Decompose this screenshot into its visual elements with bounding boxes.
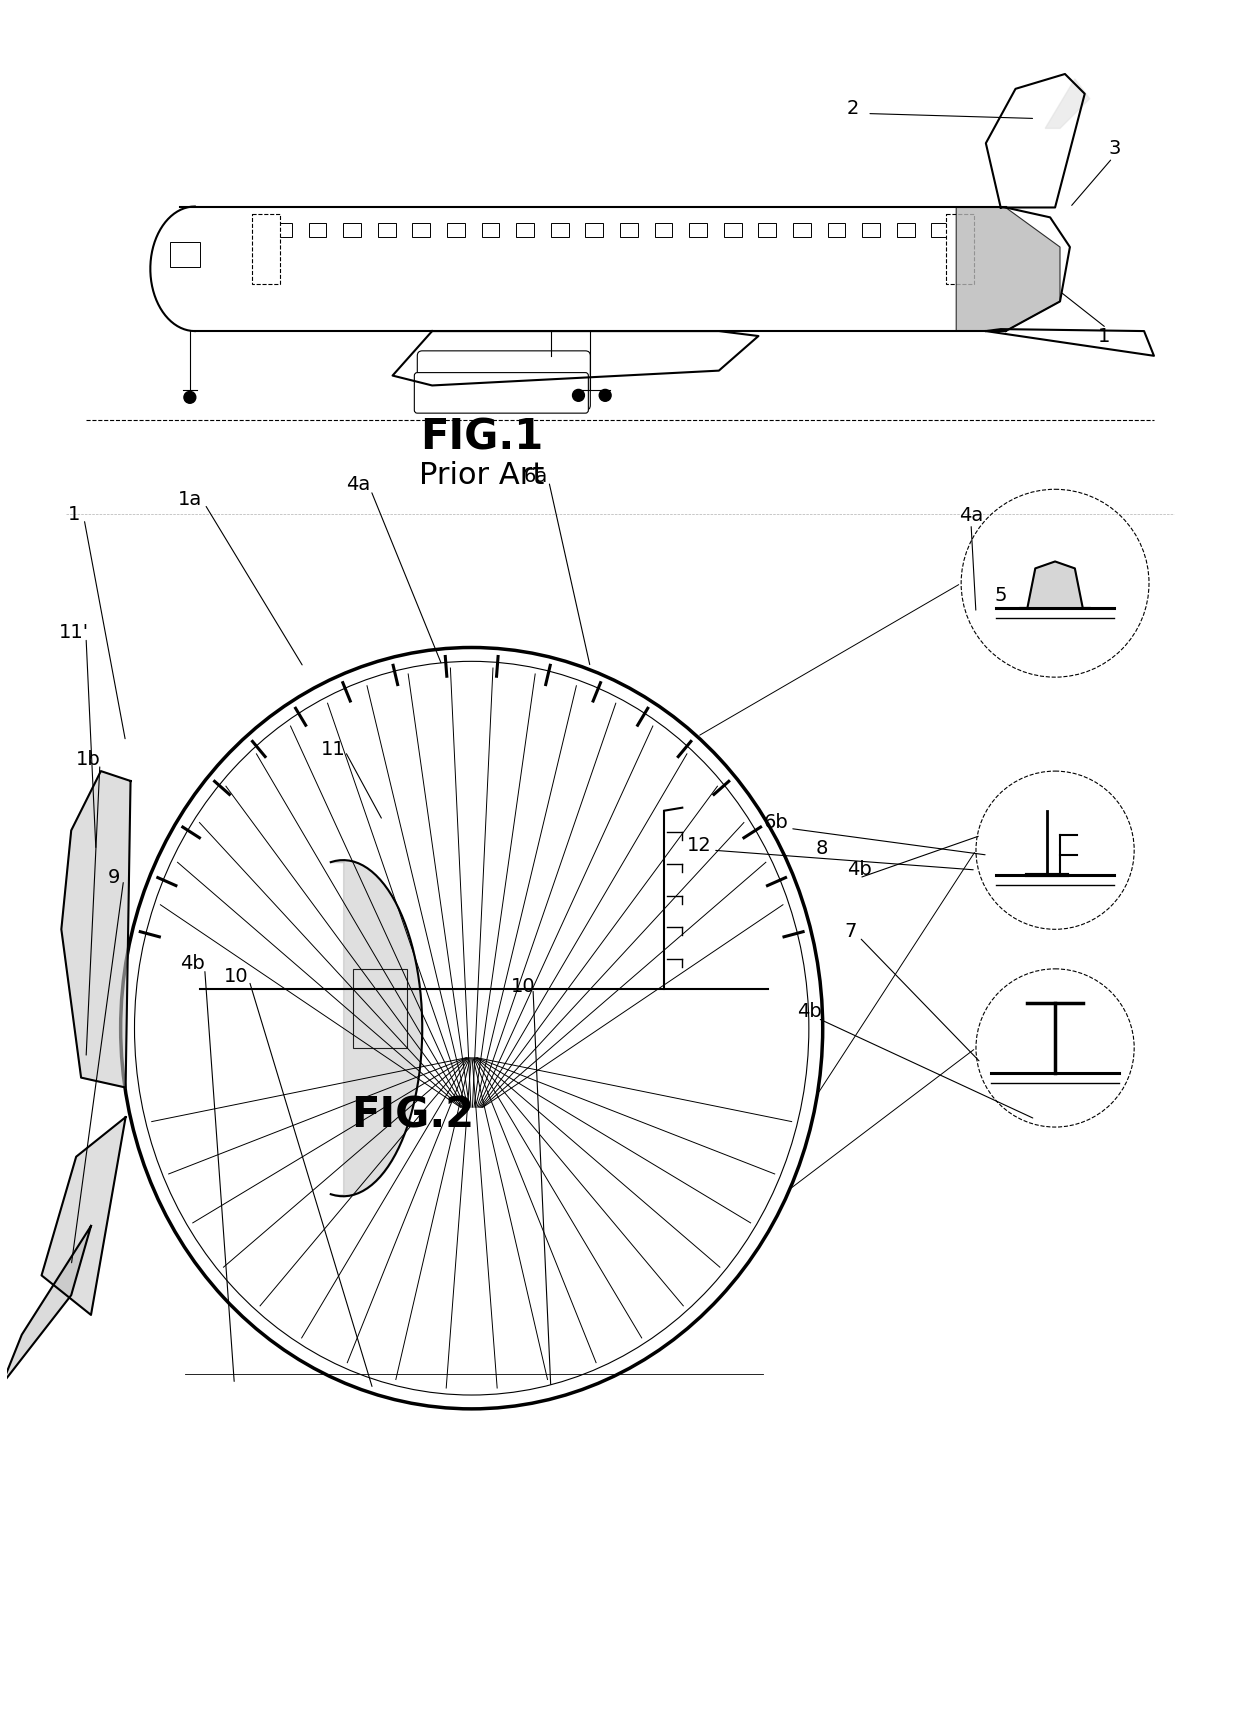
Bar <box>170 243 200 267</box>
Bar <box>274 224 291 238</box>
Text: 10: 10 <box>224 966 249 985</box>
Bar <box>309 224 326 238</box>
Text: 1: 1 <box>1099 326 1111 345</box>
Text: 11': 11' <box>60 623 89 642</box>
Text: 6a: 6a <box>523 467 548 486</box>
Bar <box>946 215 973 283</box>
Text: 1: 1 <box>68 505 81 524</box>
Bar <box>897 224 915 238</box>
Bar <box>353 968 408 1048</box>
Text: 3: 3 <box>1109 139 1121 158</box>
Polygon shape <box>1045 78 1090 128</box>
Text: FIG.2: FIG.2 <box>351 1095 474 1136</box>
Text: 4a: 4a <box>346 475 370 494</box>
Text: 1a: 1a <box>177 489 202 508</box>
Bar <box>689 224 707 238</box>
Bar <box>516 224 534 238</box>
Text: 11: 11 <box>321 739 346 758</box>
Bar <box>252 215 280 283</box>
Polygon shape <box>393 331 759 385</box>
Circle shape <box>976 968 1135 1128</box>
Polygon shape <box>1021 562 1090 607</box>
Bar <box>794 224 811 238</box>
Circle shape <box>599 389 611 401</box>
Text: 4a: 4a <box>959 507 983 526</box>
Text: 6b: 6b <box>764 814 789 833</box>
Circle shape <box>184 392 196 403</box>
Bar <box>759 224 776 238</box>
Polygon shape <box>160 1107 782 1390</box>
Bar <box>551 224 569 238</box>
Polygon shape <box>61 770 130 1088</box>
Polygon shape <box>2 1227 91 1385</box>
Bar <box>481 224 500 238</box>
Text: 8: 8 <box>816 838 828 857</box>
Polygon shape <box>956 208 1060 331</box>
Text: 4b: 4b <box>847 861 872 880</box>
Bar <box>862 224 880 238</box>
Ellipse shape <box>120 647 822 1409</box>
Text: 2: 2 <box>846 99 858 118</box>
Text: 10: 10 <box>511 977 536 996</box>
Polygon shape <box>42 1117 125 1315</box>
Bar <box>931 224 950 238</box>
Polygon shape <box>986 75 1085 208</box>
Polygon shape <box>986 330 1154 356</box>
Circle shape <box>961 489 1149 677</box>
Text: 12: 12 <box>687 836 712 855</box>
Text: 1b: 1b <box>76 750 100 769</box>
Circle shape <box>573 389 584 401</box>
Text: 9: 9 <box>108 869 120 887</box>
Bar <box>724 224 742 238</box>
Text: 7: 7 <box>844 921 857 940</box>
FancyBboxPatch shape <box>414 373 588 413</box>
Text: FIG.1: FIG.1 <box>420 416 543 458</box>
Bar <box>378 224 396 238</box>
FancyBboxPatch shape <box>418 350 590 409</box>
Text: 4b: 4b <box>181 954 205 973</box>
Bar <box>413 224 430 238</box>
Text: Prior Art: Prior Art <box>419 462 544 491</box>
Text: 5: 5 <box>994 586 1007 604</box>
Circle shape <box>976 770 1135 930</box>
Bar <box>446 224 465 238</box>
Bar <box>827 224 846 238</box>
Bar <box>585 224 603 238</box>
Bar <box>655 224 672 238</box>
Ellipse shape <box>134 661 808 1395</box>
Text: 4b: 4b <box>797 1001 822 1020</box>
Bar <box>620 224 637 238</box>
Bar <box>343 224 361 238</box>
